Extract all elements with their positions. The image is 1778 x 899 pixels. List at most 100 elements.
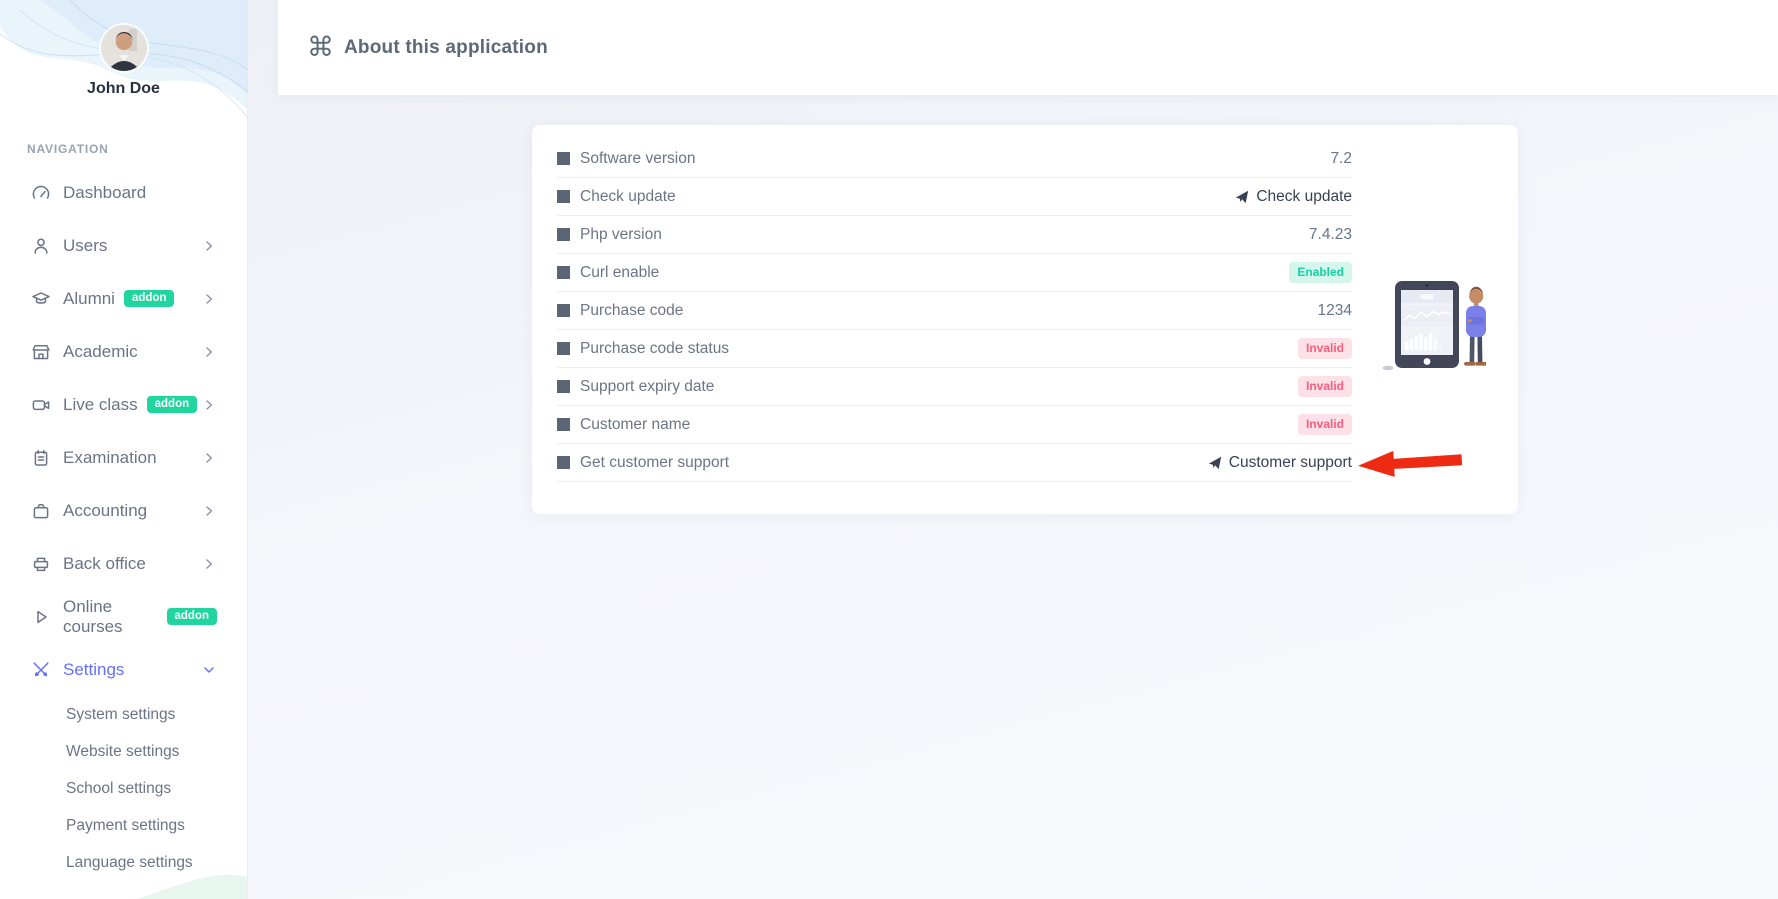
sidebar-nav: Dashboard Users (0, 166, 247, 881)
chevron-right-icon (201, 450, 217, 466)
tablet-person-illustration (1382, 281, 1486, 371)
table-row-get-customer-support: Get customer support Customer support (557, 444, 1352, 482)
chevron-right-icon (201, 238, 217, 254)
table-row-support-expiry-date: Support expiry date Invalid (557, 368, 1352, 406)
illustration-zone (1352, 140, 1518, 514)
chevron-right-icon (201, 556, 217, 572)
send-icon (1208, 456, 1221, 469)
page-title: About this application (344, 36, 548, 58)
user-name: John Doe (87, 80, 160, 97)
sidebar-item-back-office[interactable]: Back office (0, 537, 247, 590)
sidebar-item-label: Users (63, 235, 108, 255)
sidebar-item-label: Live class (63, 394, 138, 414)
table-row-software-version: Software version 7.2 (557, 140, 1352, 178)
user-avatar[interactable] (100, 25, 147, 71)
school-icon (31, 342, 51, 362)
sidebar-item-label: Alumni (63, 288, 115, 308)
support-expiry-badge: Invalid (1297, 376, 1352, 397)
php-version-value: 7.4.23 (1308, 225, 1352, 243)
software-version-value: 7.2 (1330, 149, 1352, 167)
sidebar-item-online-courses[interactable]: Online courses addon (0, 590, 247, 643)
tools-icon (31, 660, 51, 680)
command-icon: ⌘ (307, 32, 334, 62)
row-label: Purchase code (557, 302, 683, 320)
square-bullet-icon (557, 266, 570, 279)
clipboard-icon (31, 448, 51, 468)
sidebar-item-examination[interactable]: Examination (0, 431, 247, 484)
check-update-link[interactable]: Check update (1235, 188, 1352, 206)
chevron-right-icon (201, 344, 217, 360)
navigation-section-label: NAVIGATION (27, 142, 109, 156)
chevron-right-icon (201, 397, 217, 413)
row-label: Curl enable (557, 264, 659, 282)
sidebar-item-label: Back office (63, 553, 146, 573)
briefcase-icon (31, 501, 51, 521)
submenu-item-language-settings[interactable]: Language settings (66, 853, 193, 871)
sidebar-item-settings[interactable]: Settings (0, 643, 247, 696)
red-arrow-pointer (1358, 450, 1463, 477)
addon-badge: addon (166, 607, 217, 626)
table-row-customer-name: Customer name Invalid (557, 406, 1352, 444)
sidebar-item-academic[interactable]: Academic (0, 325, 247, 378)
chevron-down-icon (201, 662, 217, 678)
addon-badge: addon (123, 289, 175, 308)
square-bullet-icon (557, 342, 570, 355)
sidebar-item-label: Dashboard (63, 182, 147, 202)
sidebar-item-users[interactable]: Users (0, 219, 247, 272)
gauge-icon (31, 183, 51, 203)
sidebar-item-label: Online courses (63, 596, 123, 636)
submenu-item-system-settings[interactable]: System settings (66, 705, 176, 723)
sidebar: John Doe NAVIGATION Dashboard U (0, 0, 248, 899)
row-label: Php version (557, 226, 662, 244)
square-bullet-icon (557, 228, 570, 241)
submenu-item-payment-settings[interactable]: Payment settings (66, 816, 185, 834)
customer-name-badge: Invalid (1297, 414, 1352, 435)
submenu-item-website-settings[interactable]: Website settings (66, 742, 180, 760)
main-content: ⌘ About this application Software versio… (248, 0, 1778, 899)
video-camera-icon (31, 395, 51, 415)
purchase-code-status-badge: Invalid (1297, 338, 1352, 359)
sidebar-item-label: Academic (63, 341, 138, 361)
sidebar-item-label: Examination (63, 447, 157, 467)
about-application-card: Software version 7.2 Check update Check … (532, 125, 1518, 514)
row-label: Purchase code status (557, 340, 729, 358)
user-icon (31, 236, 51, 256)
submenu-item-school-settings[interactable]: School settings (66, 779, 172, 797)
purchase-code-value: 1234 (1317, 301, 1352, 319)
table-row-purchase-code-status: Purchase code status Invalid (557, 330, 1352, 368)
sidebar-item-alumni[interactable]: Alumni addon (0, 272, 247, 325)
table-row-curl-enable: Curl enable Enabled (557, 254, 1352, 292)
row-label: Software version (557, 150, 695, 168)
row-label: Support expiry date (557, 378, 714, 396)
send-icon (1236, 190, 1249, 203)
chevron-right-icon (201, 503, 217, 519)
table-row-php-version: Php version 7.4.23 (557, 216, 1352, 254)
printer-icon (31, 554, 51, 574)
sidebar-item-live-class[interactable]: Live class addon (0, 378, 247, 431)
square-bullet-icon (557, 152, 570, 165)
square-bullet-icon (557, 418, 570, 431)
square-bullet-icon (557, 456, 570, 469)
table-row-purchase-code: Purchase code 1234 (557, 292, 1352, 330)
avatar-image (100, 25, 147, 71)
square-bullet-icon (557, 304, 570, 317)
settings-submenu: System settings Website settings School … (0, 696, 247, 881)
addon-badge: addon (146, 395, 198, 414)
square-bullet-icon (557, 380, 570, 393)
square-bullet-icon (557, 190, 570, 203)
sidebar-item-label: Accounting (63, 500, 148, 520)
sidebar-item-accounting[interactable]: Accounting (0, 484, 247, 537)
page-header: ⌘ About this application (278, 0, 1778, 95)
play-icon (31, 607, 51, 627)
row-label: Check update (557, 188, 676, 206)
row-label: Get customer support (557, 454, 729, 472)
row-label: Customer name (557, 416, 690, 434)
sidebar-item-dashboard[interactable]: Dashboard (0, 166, 247, 219)
chevron-right-icon (201, 291, 217, 307)
sidebar-item-label: Settings (63, 659, 125, 679)
customer-support-link[interactable]: Customer support (1208, 454, 1352, 472)
curl-status-badge: Enabled (1289, 262, 1352, 283)
about-info-table: Software version 7.2 Check update Check … (557, 140, 1352, 514)
graduation-cap-icon (31, 289, 51, 309)
